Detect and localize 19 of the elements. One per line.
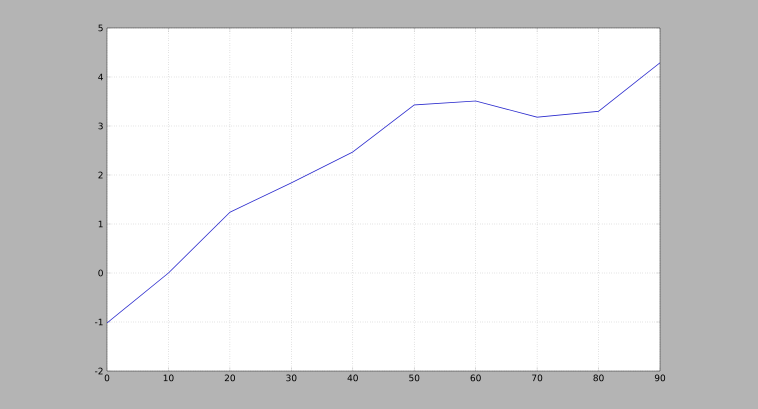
x-tick-label: 40 xyxy=(348,374,358,382)
y-tick-label: 5 xyxy=(98,24,103,32)
y-tick-label: -1 xyxy=(94,318,103,326)
y-tick-label: 2 xyxy=(98,172,103,178)
y-tick-label: 4 xyxy=(98,74,103,80)
x-tick-label: 30 xyxy=(286,374,296,382)
line-series xyxy=(107,62,660,324)
y-tick-label: 0 xyxy=(98,270,103,276)
x-tick-label: 90 xyxy=(654,374,666,382)
x-tick-label: 70 xyxy=(532,374,542,382)
x-tick-label: 10 xyxy=(164,374,174,382)
x-tick-label: 0 xyxy=(104,374,110,382)
y-tick-label: -2 xyxy=(94,368,103,374)
y-tick-label: 1 xyxy=(98,220,103,228)
x-tick-label: 50 xyxy=(409,374,420,382)
x-tick-label: 80 xyxy=(593,374,604,382)
x-tick-label: 60 xyxy=(470,374,481,382)
x-tick-label: 20 xyxy=(224,374,235,382)
y-tick-label: 3 xyxy=(98,122,103,130)
